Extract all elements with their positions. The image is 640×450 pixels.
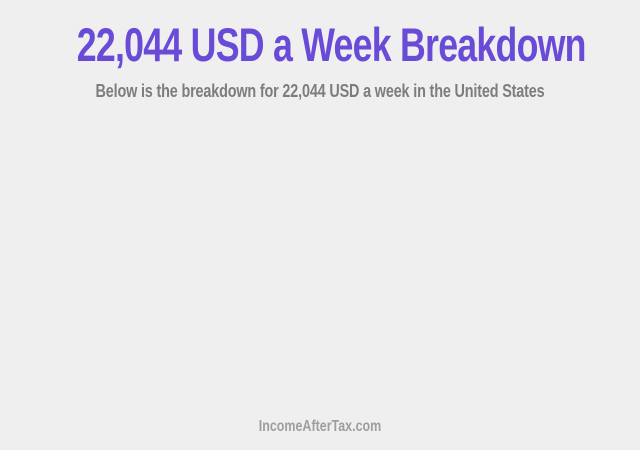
page-title: 22,044 USD a Week Breakdown — [76, 18, 587, 71]
site-watermark: IncomeAfterTax.com — [258, 418, 382, 435]
page-subtitle: Below is the breakdown for 22,044 USD a … — [95, 81, 545, 101]
